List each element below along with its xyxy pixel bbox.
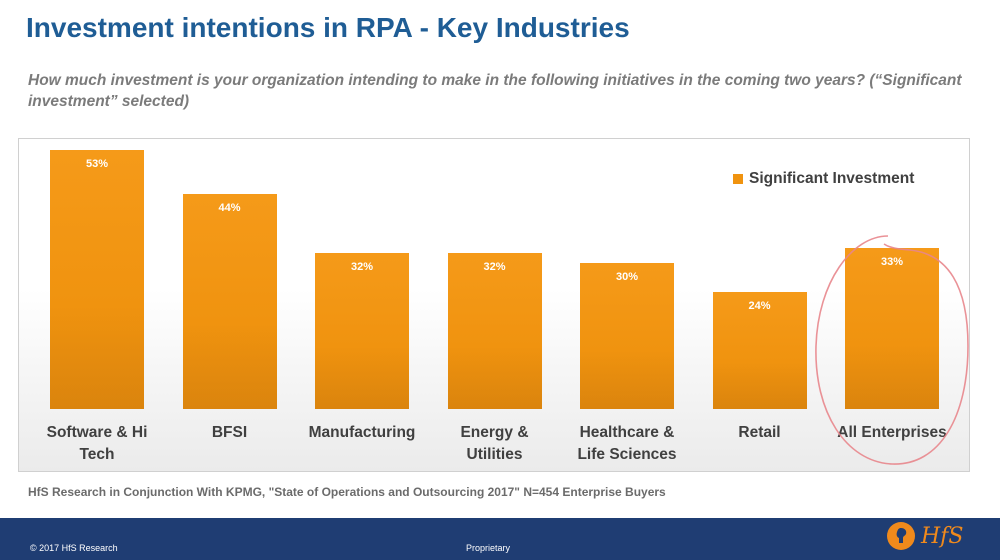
category-label-bfsi: BFSI (211, 424, 248, 441)
hfs-logo: HfS (887, 522, 963, 550)
footer-proprietary: Proprietary (466, 543, 511, 553)
category-label-software-hi-tech: Software & Hi Tech (46, 424, 148, 463)
bar-value-label: 33% (880, 255, 904, 268)
legend-label: Significant Investment (749, 170, 915, 187)
bar-energy-utilities (447, 252, 542, 410)
hfs-logo-icon (887, 522, 915, 550)
category-label-energy-utilities: Energy & Utilities (460, 424, 529, 463)
bar-manufacturing (315, 252, 409, 410)
bar-software-hi-tech (50, 150, 144, 409)
bar-all-enterprises (845, 247, 939, 410)
category-label-manufacturing: Manufacturing (308, 424, 416, 441)
bar-value-label: 32% (483, 260, 506, 273)
category-label-retail: Retail (738, 424, 781, 441)
chart-legend: Significant Investment (733, 170, 914, 188)
bar-value-label: 44% (218, 202, 241, 215)
category-label-healthcare-life-sciences: Healthcare & Life Sciences (577, 424, 677, 463)
bar-value-label: 53% (85, 158, 109, 171)
bar-bfsi (182, 194, 277, 409)
hfs-logo-text: HfS (921, 523, 964, 549)
bar-healthcare-life-sciences (580, 262, 674, 409)
bar-value-label: 32% (350, 260, 374, 273)
bar-retail (712, 291, 807, 410)
category-label-all-enterprises: All Enterprises (837, 424, 947, 441)
bar-value-label: 24% (748, 299, 771, 312)
footer-bar: © 2017 HfS Research Proprietary HfS (0, 518, 1000, 560)
footer-copyright: © 2017 HfS Research (30, 543, 118, 553)
bar-value-label: 30% (615, 270, 639, 283)
source-note: HfS Research in Conjunction With KPMG, "… (28, 485, 666, 499)
page-title: Investment intentions in RPA - Key Indus… (26, 12, 630, 43)
survey-question: How much investment is your organization… (28, 72, 962, 110)
legend-swatch (733, 174, 743, 184)
